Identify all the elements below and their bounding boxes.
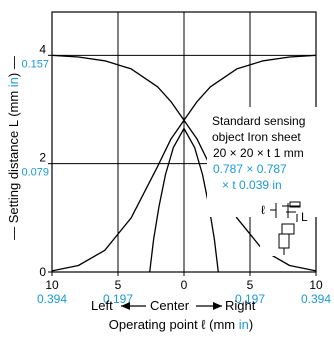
x-tick-label-in: 0.394 xyxy=(301,292,331,306)
sensor-body xyxy=(278,233,290,249)
x-axis-title: Operating point ℓ (mm in) xyxy=(109,317,253,332)
x-tick-label-mm: 5 xyxy=(115,278,122,292)
x-tick-label-mm: 10 xyxy=(309,278,323,292)
y-tick-labels: 0 2 0.079 4 0.157 xyxy=(21,42,52,279)
y-tick-label-in: 0.079 xyxy=(21,167,49,179)
direction-right: Right xyxy=(225,298,256,313)
x-tick-label-mm: 10 xyxy=(45,278,59,292)
sensor-head xyxy=(281,223,295,235)
annotation-line-1: Standard sensing xyxy=(212,114,305,128)
inset-label-L: L xyxy=(301,210,308,224)
annotation-line-4-inch: 0.787 × 0.787 xyxy=(213,162,287,176)
direction-center: Center xyxy=(150,298,190,313)
y-tick-label-mm: 0 xyxy=(39,265,46,279)
y-tick-label-in: 0.157 xyxy=(21,58,49,70)
direction-labels: Left Center Right xyxy=(91,298,256,313)
y-tick-label-mm: 4 xyxy=(39,42,46,56)
series-2-curve xyxy=(51,54,317,272)
direction-left: Left xyxy=(91,298,113,313)
x-tick-label-in: 0.394 xyxy=(37,292,67,306)
series-3-curve xyxy=(149,127,219,273)
x-tick-label-mm: 5 xyxy=(247,278,254,292)
annotation-line-3: 20 × 20 × t 1 mm xyxy=(213,146,304,160)
setup-inset-diagram: ℓ L xyxy=(260,196,310,256)
inset-label-l: ℓ xyxy=(261,203,265,217)
x-tick-label-mm: 0 xyxy=(181,278,188,292)
annotation-line-5-inch: × t 0.039 in xyxy=(222,178,282,192)
annotation-line-2: object Iron sheet xyxy=(212,130,301,144)
x-tick-label-in: 0.197 xyxy=(235,292,265,306)
y-axis-title: — Setting distance L (mm in) — xyxy=(6,56,21,240)
y-tick-label-mm: 2 xyxy=(39,151,46,165)
x-tick-label-in: 0.197 xyxy=(103,292,133,306)
